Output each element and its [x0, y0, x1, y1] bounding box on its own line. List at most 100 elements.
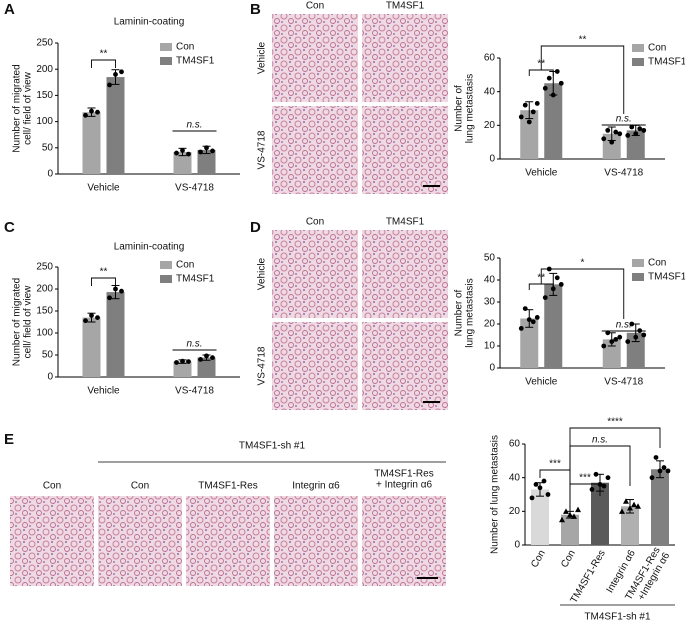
data-point — [174, 150, 179, 156]
significance-label: n.s. — [616, 114, 632, 125]
data-point — [534, 101, 540, 106]
data-point — [186, 151, 191, 157]
y-tick-label: 200 — [36, 284, 53, 295]
data-point — [107, 295, 112, 301]
histology-image — [98, 496, 182, 586]
data-point — [95, 109, 100, 115]
bar — [197, 149, 216, 174]
data-point — [204, 353, 209, 359]
data-point — [619, 508, 625, 514]
image-row-label: Vehicle — [257, 257, 268, 290]
data-point — [210, 355, 215, 361]
data-point — [631, 501, 637, 508]
image-column-label: + Integrin α6 — [376, 480, 433, 491]
data-point — [174, 360, 179, 365]
y-tick-label: 40 — [484, 275, 496, 286]
bar — [106, 77, 125, 174]
bar — [173, 361, 192, 377]
data-point — [617, 334, 623, 340]
y-axis-label: cell/ field of view — [23, 285, 34, 359]
legend-label: Con — [648, 258, 666, 269]
data-point — [533, 482, 539, 487]
y-tick-label: 0 — [47, 169, 53, 180]
data-point — [571, 513, 577, 519]
y-tick-label: 30 — [484, 297, 496, 308]
data-point — [95, 315, 100, 320]
data-point — [83, 318, 88, 324]
legend-swatch — [160, 43, 172, 51]
data-point — [558, 282, 564, 287]
y-axis-label-group: Number of lung metastasis — [454, 278, 476, 347]
data-point — [605, 127, 611, 133]
data-point — [522, 102, 528, 108]
legend-swatch — [632, 44, 644, 52]
bar — [602, 133, 621, 159]
data-point — [545, 492, 551, 497]
image-column-label: TM4SF1-Res — [198, 481, 257, 492]
data-point — [635, 503, 641, 509]
y-axis-label: lung metastasis — [465, 74, 476, 143]
x-tick-label: Vehicle — [525, 377, 558, 388]
y-axis-label-group: Number of lung metastasis — [454, 74, 476, 143]
x-tick-label: VS-4718 — [604, 377, 643, 388]
data-point — [518, 326, 524, 331]
significance-bracket — [540, 268, 625, 319]
data-point — [89, 313, 94, 318]
legend-swatch — [160, 261, 172, 269]
y-tick-label: 250 — [36, 38, 53, 49]
legend-swatch — [160, 57, 172, 65]
histology-image — [362, 230, 448, 318]
data-point — [629, 124, 635, 130]
y-tick-label: 0 — [489, 363, 495, 374]
significance-label: ** — [100, 49, 108, 60]
data-point — [637, 126, 643, 132]
y-tick-label: 200 — [36, 64, 53, 75]
bar — [544, 83, 563, 159]
chart-title: Laminin-coating — [114, 17, 185, 28]
data-point — [601, 483, 607, 489]
data-point — [593, 471, 599, 477]
data-point — [554, 69, 560, 74]
x-tick-label: Vehicle — [87, 386, 120, 397]
bar — [520, 110, 539, 159]
y-tick-label: 100 — [36, 116, 53, 127]
bar — [602, 339, 621, 368]
data-point — [83, 112, 88, 118]
y-axis-label: Number of — [454, 85, 465, 132]
y-axis-label-group: Number of migrated cell/ field of view — [12, 64, 34, 152]
x-tick-label: VS-4718 — [604, 168, 643, 179]
data-point — [575, 506, 581, 513]
image-column-label: Con — [43, 481, 61, 492]
data-point — [180, 148, 185, 153]
image-column-label: Integrin α6 — [292, 481, 340, 492]
data-point — [605, 475, 611, 481]
significance-label: * — [581, 258, 585, 269]
significance-label: *** — [579, 473, 591, 484]
data-point — [609, 139, 615, 145]
data-point — [625, 339, 631, 344]
chart-title: Laminin-coating — [114, 242, 185, 253]
data-point — [113, 286, 118, 292]
histology-image — [186, 496, 270, 586]
data-point — [186, 359, 191, 364]
bar — [621, 506, 639, 545]
image-column-label: Con — [131, 481, 149, 492]
data-point — [534, 315, 540, 320]
data-point — [119, 69, 124, 75]
y-tick-label: 50 — [484, 253, 496, 264]
panel-label: E — [4, 431, 14, 448]
y-tick-label: 0 — [47, 372, 53, 383]
x-group-label: TM4SF1-sh #1 — [584, 612, 651, 623]
data-point — [649, 475, 655, 481]
bar — [651, 469, 669, 545]
panel-label: D — [250, 219, 261, 236]
data-point — [623, 498, 629, 504]
legend-swatch — [160, 275, 172, 283]
x-tick-label: Vehicle — [87, 183, 120, 194]
data-point — [627, 504, 633, 511]
bar — [197, 357, 216, 377]
data-point — [107, 82, 112, 88]
significance-bracket — [91, 277, 116, 286]
x-tick-label: Con — [559, 548, 578, 569]
bar — [82, 317, 101, 377]
